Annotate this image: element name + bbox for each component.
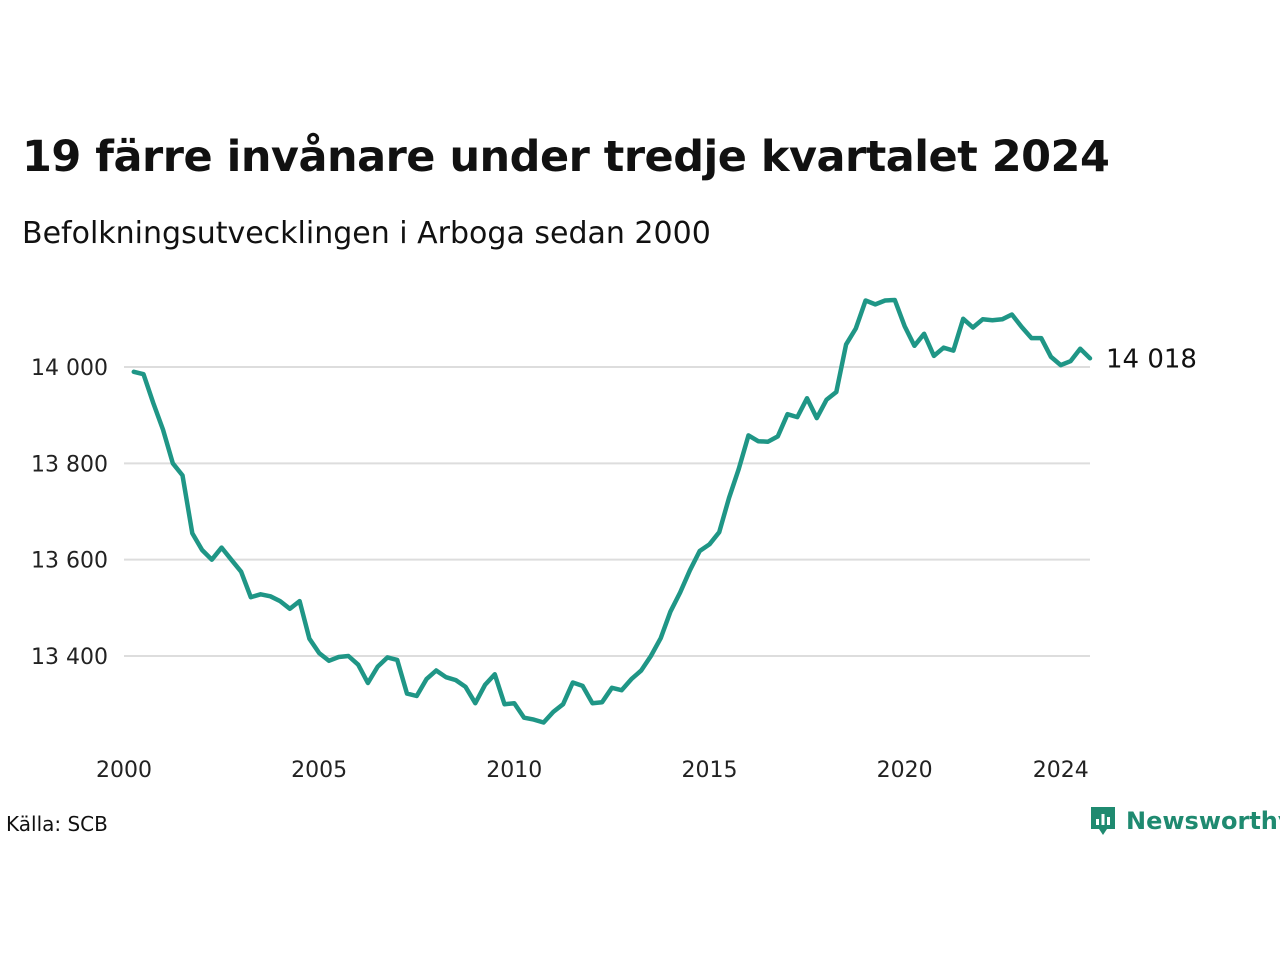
brand-name: Newsworthy xyxy=(1126,807,1280,835)
x-tick-label: 2020 xyxy=(877,758,933,783)
x-tick-label: 2024 xyxy=(1033,758,1089,783)
newsworthy-logo-icon xyxy=(1091,807,1115,835)
population-line xyxy=(131,297,1093,725)
end-value-label: 14 018 xyxy=(1106,344,1197,374)
y-tick-label: 14 000 xyxy=(31,356,108,381)
series-layer xyxy=(131,297,1093,725)
x-tick-label: 2000 xyxy=(96,758,152,783)
x-tick-label: 2010 xyxy=(486,758,542,783)
x-axis: 2000 2005 2010 2015 2020 2024 xyxy=(96,758,1089,783)
chart-subtitle: Befolkningsutvecklingen i Arboga sedan 2… xyxy=(22,216,711,251)
y-tick-label: 13 600 xyxy=(31,549,108,574)
y-tick-label: 13 800 xyxy=(31,452,108,477)
y-tick-label: 13 400 xyxy=(31,645,108,670)
grid-layer xyxy=(124,366,1090,657)
source-note: Källa: SCB xyxy=(6,812,108,836)
chart-title: 19 färre invånare under tredje kvartalet… xyxy=(22,132,1110,182)
y-axis: 13 400 13 600 13 800 14 000 xyxy=(31,356,108,670)
end-label-layer: 14 018 xyxy=(1106,344,1197,374)
x-tick-label: 2015 xyxy=(681,758,737,783)
brand-logo[interactable]: Newsworthy xyxy=(1088,804,1280,838)
x-tick-label: 2005 xyxy=(291,758,347,783)
